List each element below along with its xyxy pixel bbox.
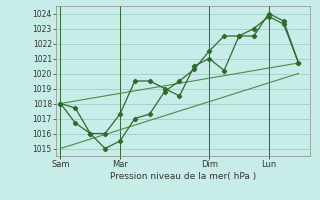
X-axis label: Pression niveau de la mer( hPa ): Pression niveau de la mer( hPa ) bbox=[110, 172, 256, 181]
